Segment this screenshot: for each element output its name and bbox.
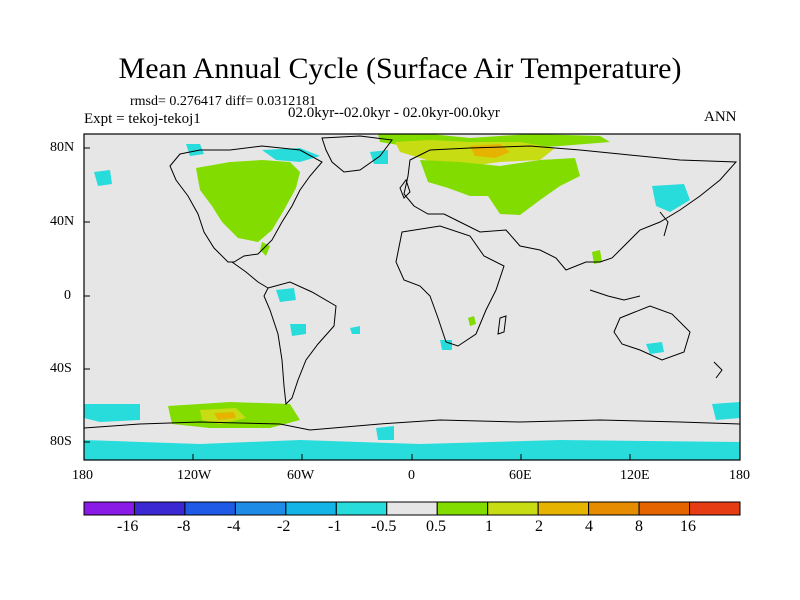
shade-north-america: [196, 160, 300, 242]
colorbar-box: [83, 501, 135, 516]
colorbar-label: 4: [585, 518, 593, 535]
shade-kamchatka: [652, 184, 690, 212]
colorbar-label: -16: [117, 518, 139, 535]
shade-nw-pacific: [94, 170, 112, 186]
lon-label-60e: 60E: [509, 468, 532, 483]
shade-brazil: [350, 326, 360, 334]
colorbar-box: [436, 501, 489, 516]
shade-antarctic-pacific: [84, 404, 140, 422]
coast-madagascar: [497, 315, 507, 335]
colorbar-label: 2: [535, 518, 543, 535]
coast-indonesia: [589, 289, 641, 301]
anomaly-shading: [84, 134, 740, 460]
shade-s-atlantic: [290, 324, 306, 336]
colorbar-label: 8: [635, 518, 643, 535]
coast-uk: [399, 178, 411, 199]
axis-ticks: [84, 147, 631, 460]
lon-label-180e: 180: [729, 468, 750, 483]
colorbar-box: [588, 501, 640, 516]
shade-antarctic-east: [712, 402, 740, 420]
colorbar-box: [184, 501, 236, 516]
coast-africa: [395, 225, 505, 347]
stats-line: rmsd= 0.276417 diff= 0.0312181: [130, 94, 317, 109]
shade-florida: [260, 242, 270, 256]
colorbar-label: 1: [485, 518, 493, 535]
colorbar-box: [234, 501, 287, 516]
colorbar-box: [133, 501, 186, 516]
lat-label-80n: 80N: [50, 140, 75, 155]
lat-label-40s: 40S: [50, 361, 72, 376]
coast-south-america: [263, 281, 337, 406]
coast-antarctica: [83, 419, 741, 431]
colorbar-label: 16: [680, 518, 696, 535]
colorbar-label: -0.5: [371, 518, 397, 535]
experiment-label: Expt = tekoj-tekoj1: [84, 111, 201, 127]
colorbar-box: [487, 501, 539, 516]
colorbar-box: [335, 501, 388, 516]
shade-china-green: [592, 250, 602, 264]
coast-eurasia: [403, 145, 738, 271]
shade-antarctic-weddell: [376, 426, 394, 440]
lat-label-40n: 40N: [50, 214, 75, 229]
colorbar-box: [638, 501, 691, 516]
coastlines: [83, 135, 741, 431]
colorbar: [83, 501, 741, 516]
lat-label-80s: 80S: [50, 434, 72, 449]
colorbar-label: -4: [227, 518, 241, 535]
colorbar-label: -2: [277, 518, 291, 535]
shade-alaska: [186, 144, 204, 156]
lon-label-0: 0: [408, 468, 415, 483]
shade-eurasia: [420, 158, 580, 215]
colorbar-box: [386, 501, 438, 516]
coast-australia: [613, 305, 691, 361]
colorbar-label: 0.5: [426, 518, 446, 535]
lon-label-120w: 120W: [177, 468, 212, 483]
shade-w-antarctica-hot: [214, 412, 236, 420]
page-title: Mean Annual Cycle (Surface Air Temperatu…: [118, 52, 682, 85]
colorbar-box: [537, 501, 590, 516]
shade-antarctic-bottom: [84, 440, 740, 460]
shade-south-america: [276, 288, 296, 302]
colorbar-label: -8: [177, 518, 191, 535]
season-label: ANN: [704, 109, 737, 125]
coast-north-america: [169, 145, 323, 263]
coast-new-zealand: [713, 361, 723, 379]
shade-africa-green: [468, 316, 476, 326]
shade-australia: [646, 342, 664, 354]
colorbar-label: -1: [328, 518, 342, 535]
coast-greenland: [321, 135, 393, 173]
period-label: 02.0kyr--02.0kyr - 02.0kyr-00.0kyr: [288, 105, 500, 121]
lon-label-120e: 120E: [620, 468, 650, 483]
coast-japan: [659, 211, 669, 237]
colorbar-box: [689, 501, 741, 516]
coast-central-america: [231, 261, 269, 289]
colorbar-box: [285, 501, 337, 516]
lon-label-60w: 60W: [287, 468, 315, 483]
lon-label-180w: 180: [72, 468, 93, 483]
lat-label-eq: 0: [64, 288, 71, 303]
shade-canada-arctic: [262, 148, 320, 162]
